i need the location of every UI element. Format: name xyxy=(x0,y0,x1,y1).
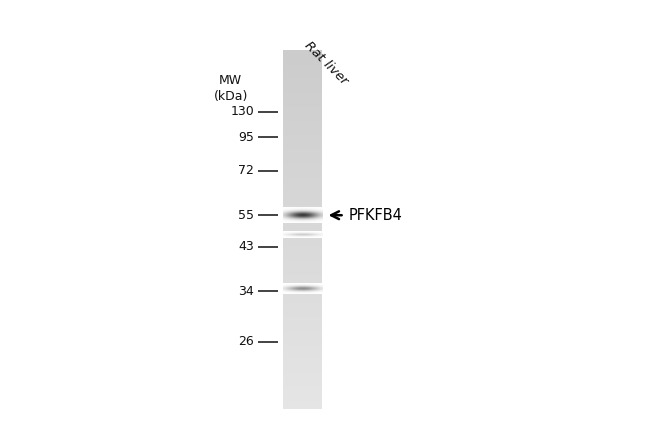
Text: 95: 95 xyxy=(239,131,254,143)
Text: 130: 130 xyxy=(230,106,254,118)
Text: Rat liver: Rat liver xyxy=(302,39,351,88)
Text: MW
(kDa): MW (kDa) xyxy=(214,74,248,103)
Text: 55: 55 xyxy=(238,209,254,222)
Text: 43: 43 xyxy=(239,241,254,253)
Text: 34: 34 xyxy=(239,285,254,298)
Text: 26: 26 xyxy=(239,335,254,348)
Text: 72: 72 xyxy=(239,165,254,177)
Text: PFKFB4: PFKFB4 xyxy=(349,208,403,223)
